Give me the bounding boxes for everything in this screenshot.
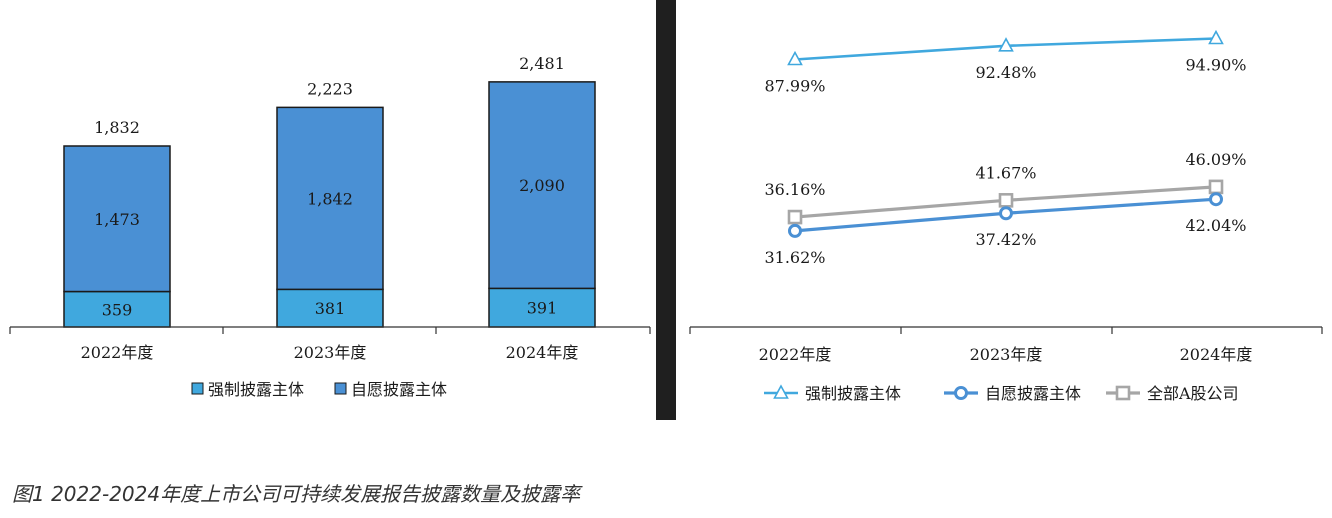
line-value-label: 36.16% — [764, 180, 825, 199]
line-legend-label: 全部A股公司 — [1147, 384, 1239, 403]
bar-segment-voluntary — [63, 145, 171, 293]
line-category-label: 2023年度 — [970, 345, 1043, 364]
line-value-label: 46.09% — [1185, 150, 1246, 169]
bar-value-label-voluntary: 2,090 — [519, 176, 565, 195]
bar-segment-voluntary — [276, 106, 384, 291]
bar-legend: 强制披露主体 自愿披露主体 — [191, 380, 447, 399]
bar-value-label-mandatory: 359 — [102, 300, 133, 319]
bar-value-label-voluntary: 1,473 — [94, 210, 140, 229]
line-chart-panel: 2022年度 2023年度 2024年度 87.99% 92.48% 94.90% 31.6… — [676, 0, 1332, 420]
line-legend-label: 强制披露主体 — [805, 384, 901, 403]
bar-value-label-mandatory: 391 — [527, 299, 558, 318]
stacked-bar-chart: 359 1,473 1,832 2022年度 381 1,842 2,223 2023年度 39… — [9, 54, 651, 399]
line-value-label: 42.04% — [1185, 216, 1246, 235]
line-value-label: 41.67% — [975, 163, 1036, 182]
line-legend-label: 自愿披露主体 — [985, 384, 1081, 403]
line-category-label: 2022年度 — [759, 345, 832, 364]
triangle-marker — [998, 37, 1014, 52]
bar-total-label: 2,223 — [307, 79, 353, 98]
square-marker — [998, 193, 1014, 208]
figure-caption: 图1 2022-2024年度上市公司可持续发展报告披露数量及披露率 — [12, 482, 581, 506]
square-legend-icon — [334, 382, 347, 395]
panel-divider — [656, 0, 676, 420]
circle-marker — [999, 206, 1013, 221]
line-value-label: 92.48% — [975, 63, 1036, 82]
bar-category-label: 2022年度 — [81, 343, 154, 362]
bar-x-ticks — [9, 327, 651, 334]
circle-marker — [954, 386, 968, 400]
triangle-marker — [787, 50, 803, 66]
bar-total-label: 1,832 — [94, 118, 140, 137]
line-value-label: 87.99% — [764, 77, 825, 96]
square-marker — [1115, 385, 1131, 401]
bar-segment-mandatory — [63, 290, 171, 328]
bar-value-label-mandatory: 381 — [315, 299, 346, 318]
triangle-marker — [1208, 29, 1224, 45]
line-value-label: 31.62% — [764, 248, 825, 267]
square-legend-icon — [191, 382, 204, 395]
bar-value-label-voluntary: 1,842 — [307, 189, 353, 208]
bar-category-label: 2023年度 — [294, 343, 367, 362]
line-legend: 强制披露主体 自愿披露主体 全部A股公司 — [764, 384, 1239, 403]
circle-marker — [1209, 192, 1223, 207]
bar-category-label: 2024年度 — [506, 343, 579, 362]
line-x-ticks — [689, 327, 1323, 334]
line-value-label: 37.42% — [975, 230, 1036, 249]
triangle-marker — [773, 384, 789, 399]
stacked-bar-chart-panel: 359 1,473 1,832 2022年度 381 1,842 2,223 2023年度 39… — [0, 0, 655, 420]
line-marks: 2022年度 2023年度 2024年度 87.99% 92.48% 94.90% 31.6… — [759, 29, 1253, 364]
square-marker — [1208, 179, 1224, 195]
line-category-label: 2024年度 — [1180, 345, 1253, 364]
bar-total-label: 2,481 — [519, 54, 565, 73]
circle-marker — [788, 223, 802, 238]
square-marker — [787, 209, 803, 225]
bar-segment-voluntary — [488, 81, 596, 290]
bar-marks: 359 1,473 1,832 2022年度 381 1,842 2,223 2023年度 39… — [63, 54, 596, 362]
line-value-label: 94.90% — [1185, 56, 1246, 75]
bar-legend-label: 自愿披露主体 — [351, 380, 447, 399]
disclosure-rate-line-chart: 2022年度 2023年度 2024年度 87.99% 92.48% 94.90% 31.6… — [689, 29, 1323, 403]
bar-legend-label: 强制披露主体 — [208, 380, 304, 399]
